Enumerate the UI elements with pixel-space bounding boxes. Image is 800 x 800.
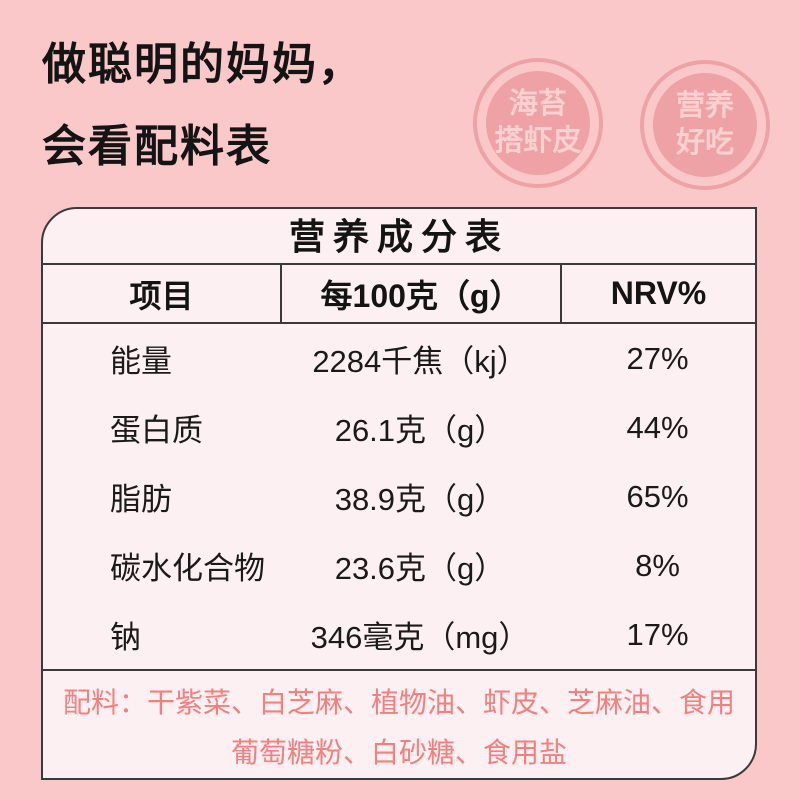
row-amount-value: 38.9克（g）	[334, 482, 506, 517]
nutrition-facts-card: 营养成分表 项目 每100克（g） NRV% 能量 2284千焦（kj） 27%…	[41, 207, 757, 780]
row-nrv-value: 65%	[626, 478, 689, 514]
row-item-label: 能量	[110, 344, 172, 379]
row-item-label: 钠	[110, 620, 141, 655]
heading-line-1: 做聪明的妈妈，	[42, 40, 364, 89]
row-amount-value: 2284千焦（kj）	[312, 344, 528, 379]
row-amount-value: 346毫克（mg）	[310, 620, 530, 655]
badge-text-line: 营养	[675, 90, 734, 122]
nutrition-table-title: 营养成分表	[43, 209, 755, 265]
row-nrv-value: 17%	[626, 616, 689, 652]
table-row-protein: 蛋白质 26.1克（g） 44%	[43, 393, 755, 462]
row-item-label: 碳水化合物	[110, 551, 265, 586]
row-nrv-value: 8%	[635, 547, 680, 583]
poster-heading: 做聪明的妈妈， 会看配料表	[42, 24, 364, 188]
badge-nutritious-tasty: 营养 好吃	[640, 60, 770, 190]
ingredients-text: 配料：干紫菜、白芝麻、植物油、虾皮、芝麻油、食用葡萄糖粉、白砂糖、食用盐	[43, 669, 755, 778]
column-header-item: 项目	[129, 277, 194, 314]
table-row-fat: 脂肪 38.9克（g） 65%	[43, 462, 755, 531]
badge-seaweed-shrimp-inner: 海苔 搭虾皮	[486, 71, 590, 175]
row-item-label: 蛋白质	[110, 413, 203, 448]
badge-text-line: 好吃	[675, 127, 734, 159]
column-header-per-100g: 每100克（g）	[280, 265, 560, 322]
row-amount-value: 26.1克（g）	[334, 413, 506, 448]
row-nrv-value: 44%	[626, 409, 689, 445]
table-row-energy: 能量 2284千焦（kj） 27%	[43, 324, 755, 393]
badge-text-line: 搭虾皮	[494, 125, 582, 157]
table-header-row: 项目 每100克（g） NRV%	[43, 265, 755, 324]
heading-line-2: 会看配料表	[42, 122, 272, 171]
table-body: 能量 2284千焦（kj） 27% 蛋白质 26.1克（g） 44% 脂肪 38…	[43, 324, 755, 669]
badge-nutritious-tasty-inner: 营养 好吃	[653, 73, 757, 177]
badge-text-line: 海苔	[508, 88, 567, 120]
row-amount-value: 23.6克（g）	[334, 551, 506, 586]
row-nrv-value: 27%	[626, 340, 689, 376]
badge-seaweed-shrimp: 海苔 搭虾皮	[473, 58, 603, 188]
table-row-sodium: 钠 346毫克（mg） 17%	[43, 600, 755, 669]
row-item-label: 脂肪	[110, 482, 172, 517]
column-header-nrv: NRV%	[560, 265, 755, 322]
table-row-carbohydrate: 碳水化合物 23.6克（g） 8%	[43, 531, 755, 600]
